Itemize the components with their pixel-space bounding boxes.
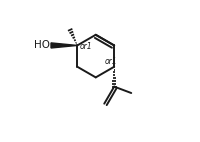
- Text: or1: or1: [79, 42, 92, 51]
- Text: HO: HO: [34, 40, 50, 50]
- Polygon shape: [51, 43, 77, 48]
- Text: or1: or1: [104, 57, 117, 66]
